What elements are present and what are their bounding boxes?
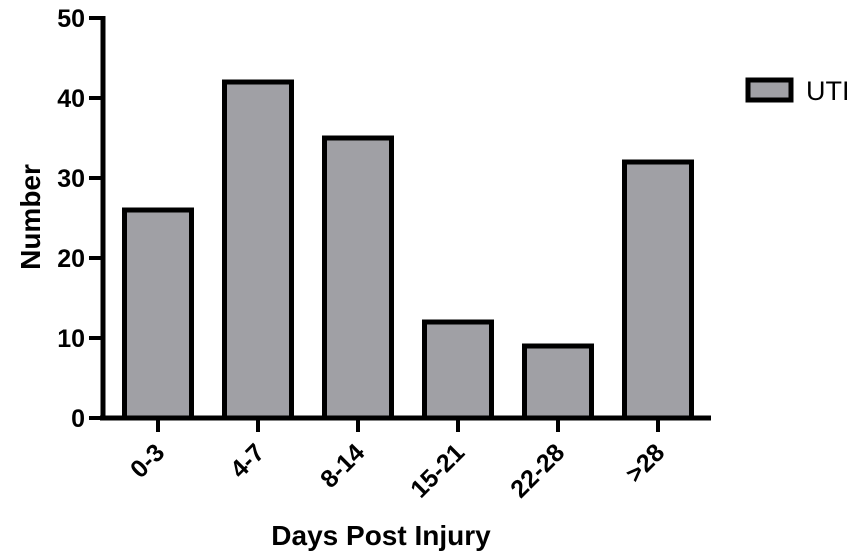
bar-5 <box>622 159 694 421</box>
x-tick-label: 22-28 <box>505 438 570 503</box>
y-tick-label: 10 <box>57 325 85 353</box>
bar-0 <box>122 207 194 421</box>
axes <box>100 16 711 421</box>
bar-2 <box>322 135 394 421</box>
y-tick-label: 20 <box>57 245 85 273</box>
y-tick-label: 30 <box>57 165 85 193</box>
x-tick-label: >28 <box>620 438 670 488</box>
x-axis-title: Days Post Injury <box>271 520 491 551</box>
x-tick-label: 0-3 <box>125 438 170 483</box>
y-axis-ticks: 0 10 20 30 40 50 <box>57 5 103 433</box>
x-tick-label: 15-21 <box>405 438 470 503</box>
x-tick-label: 4-7 <box>225 438 270 483</box>
legend-label-uti: UTI <box>806 76 850 106</box>
x-tick-label: 8-14 <box>315 438 370 493</box>
legend: UTI <box>745 76 850 106</box>
y-tick-label: 50 <box>57 5 85 33</box>
legend-swatch <box>745 77 794 103</box>
x-axis-ticks: 0-3 4-7 8-14 15-21 22-28 >28 <box>125 418 670 503</box>
bar-1 <box>222 79 294 421</box>
bar-3 <box>422 319 494 421</box>
y-tick-label: 0 <box>71 405 85 433</box>
y-axis-title: Number <box>15 164 46 270</box>
y-tick-label: 40 <box>57 85 85 113</box>
bars <box>122 79 694 421</box>
bar-4 <box>522 343 594 421</box>
